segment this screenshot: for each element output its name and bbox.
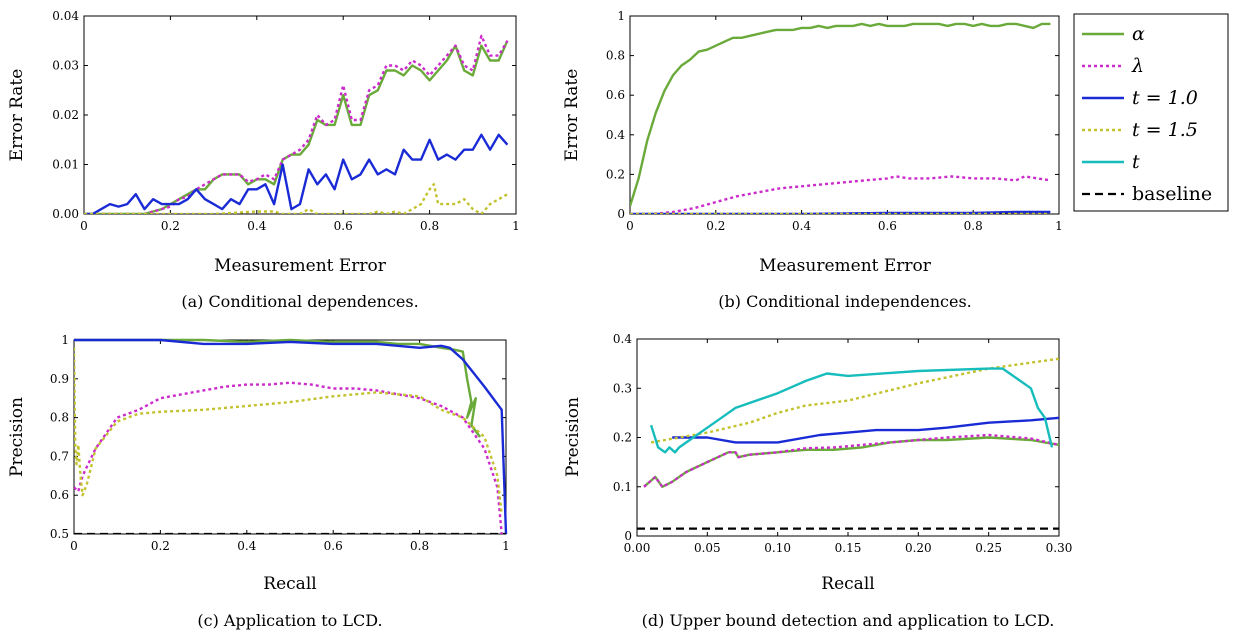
series-line-t10 bbox=[84, 133, 509, 214]
x-axis-label: Measurement Error bbox=[214, 256, 387, 276]
x-tick-label: 0.25 bbox=[975, 541, 1002, 555]
y-tick-label: 0.2 bbox=[613, 431, 632, 445]
y-tick-label: 0.2 bbox=[606, 167, 625, 181]
y-tick-label: 0.4 bbox=[606, 128, 625, 142]
legend-box bbox=[1073, 13, 1229, 212]
y-axis-label: Precision bbox=[563, 397, 583, 477]
series-line-t10 bbox=[672, 416, 1060, 444]
plot-frame bbox=[83, 15, 517, 215]
x-tick-label: 0.6 bbox=[334, 219, 353, 233]
plot-frame bbox=[73, 339, 507, 535]
x-tick-label: 1 bbox=[512, 219, 520, 233]
x-tick-label: 0.4 bbox=[237, 539, 256, 553]
y-tick-label: 0 bbox=[624, 529, 632, 543]
y-axis-label: Precision bbox=[7, 397, 27, 477]
legend: αλ t = 1.0 t = 1.5 t baseline bbox=[1073, 13, 1229, 212]
y-tick-label: 0.04 bbox=[52, 9, 79, 23]
x-tick-label: 0.2 bbox=[161, 219, 180, 233]
panel-caption: (c) Application to LCD. bbox=[197, 611, 382, 630]
legend-label-t10: t = 1.0 bbox=[1132, 87, 1198, 109]
x-tick-label: 0.6 bbox=[878, 219, 897, 233]
y-tick-label: 0.1 bbox=[613, 480, 632, 494]
x-tick-label: 0.20 bbox=[905, 541, 932, 555]
panel-caption: (d) Upper bound detection and applicatio… bbox=[642, 611, 1055, 630]
x-tick-label: 0.4 bbox=[792, 219, 811, 233]
y-tick-label: 0.6 bbox=[50, 488, 69, 502]
x-tick-label: 0 bbox=[80, 219, 88, 233]
series-line-lambda bbox=[630, 175, 1051, 214]
y-tick-label: 0.7 bbox=[50, 449, 69, 463]
x-tick-label: 0.10 bbox=[764, 541, 791, 555]
y-axis-label: Error Rate bbox=[562, 69, 582, 162]
series-line-lambda bbox=[643, 433, 1060, 488]
x-tick-label: 0.05 bbox=[694, 541, 721, 555]
series-line-t10 bbox=[630, 210, 1051, 214]
y-tick-label: 0.02 bbox=[52, 108, 79, 122]
x-tick-label: 0.30 bbox=[1046, 541, 1073, 555]
series-line-alpha bbox=[630, 22, 1051, 207]
x-tick-label: 0.8 bbox=[964, 219, 983, 233]
y-tick-label: 1 bbox=[61, 333, 69, 347]
panel-caption: (b) Conditional independences. bbox=[718, 292, 971, 311]
y-axis-label: Error Rate bbox=[7, 69, 27, 162]
x-tick-label: 0.8 bbox=[420, 219, 439, 233]
chart-application-to-lcd: 0 0.2 0.4 0.6 0.8 1 0.5 0.6 0.7 0.8 0.9 1 Recall Prec… bbox=[7, 333, 510, 630]
y-tick-label: 0.8 bbox=[606, 49, 625, 63]
series-line-t10 bbox=[74, 338, 508, 534]
series-line-alpha bbox=[74, 338, 482, 438]
y-tick-label: 0.03 bbox=[52, 59, 79, 73]
y-tick-label: 0.5 bbox=[50, 527, 69, 541]
legend-label-lambda: λ bbox=[1131, 55, 1144, 77]
chart-conditional-dependences: 0 0.2 0.4 0.6 0.8 1 0.00 0.01 0.02 0.03 0.04 Measur… bbox=[7, 9, 520, 311]
y-tick-label: 0.00 bbox=[52, 207, 79, 221]
y-tick-label: 0.01 bbox=[52, 158, 79, 172]
x-tick-label: 0 bbox=[626, 219, 634, 233]
x-tick-label: 0.00 bbox=[624, 541, 651, 555]
chart-upper-bound-detection: 0.00 0.05 0.10 0.15 0.20 0.25 0.30 0 0.1 0.2 0.3 0.… bbox=[563, 332, 1072, 630]
series-line-t15 bbox=[74, 347, 503, 515]
chart-conditional-independences: 0 0.2 0.4 0.6 0.8 1 0 0.2 0.4 0.6 0.8 1 Measurement … bbox=[562, 9, 1063, 311]
y-tick-label: 0.4 bbox=[613, 332, 632, 346]
x-tick-label: 0.4 bbox=[247, 219, 266, 233]
x-tick-label: 1 bbox=[502, 539, 510, 553]
panel-caption: (a) Conditional dependences. bbox=[181, 292, 418, 311]
x-tick-label: 0.2 bbox=[151, 539, 170, 553]
y-tick-label: 0.9 bbox=[50, 372, 69, 386]
series-line-lambda bbox=[74, 381, 506, 534]
series-line-t15 bbox=[650, 357, 1060, 444]
series-line-t bbox=[649, 367, 1054, 454]
legend-label-alpha: α bbox=[1132, 23, 1145, 45]
x-axis-label: Measurement Error bbox=[759, 256, 932, 276]
series-line-alpha bbox=[84, 40, 509, 214]
x-tick-label: 0.2 bbox=[706, 219, 725, 233]
x-tick-label: 0.6 bbox=[324, 539, 343, 553]
series-line-t15 bbox=[84, 183, 508, 214]
x-axis-label: Recall bbox=[821, 574, 874, 594]
legend-label-t: t bbox=[1132, 151, 1140, 173]
x-tick-label: 1 bbox=[1055, 219, 1063, 233]
y-tick-label: 1 bbox=[617, 9, 625, 23]
y-tick-label: 0.6 bbox=[606, 88, 625, 102]
y-tick-label: 0.3 bbox=[613, 381, 632, 395]
y-tick-label: 0 bbox=[617, 207, 625, 221]
x-tick-label: 0.15 bbox=[835, 541, 862, 555]
x-axis-label: Recall bbox=[263, 574, 316, 594]
legend-label-baseline: baseline bbox=[1132, 183, 1212, 205]
x-tick-label: 0.8 bbox=[410, 539, 429, 553]
legend-label-t15: t = 1.5 bbox=[1132, 119, 1198, 141]
y-tick-label: 0.8 bbox=[50, 411, 69, 425]
x-tick-label: 0 bbox=[70, 539, 78, 553]
plot-frame bbox=[629, 15, 1060, 215]
